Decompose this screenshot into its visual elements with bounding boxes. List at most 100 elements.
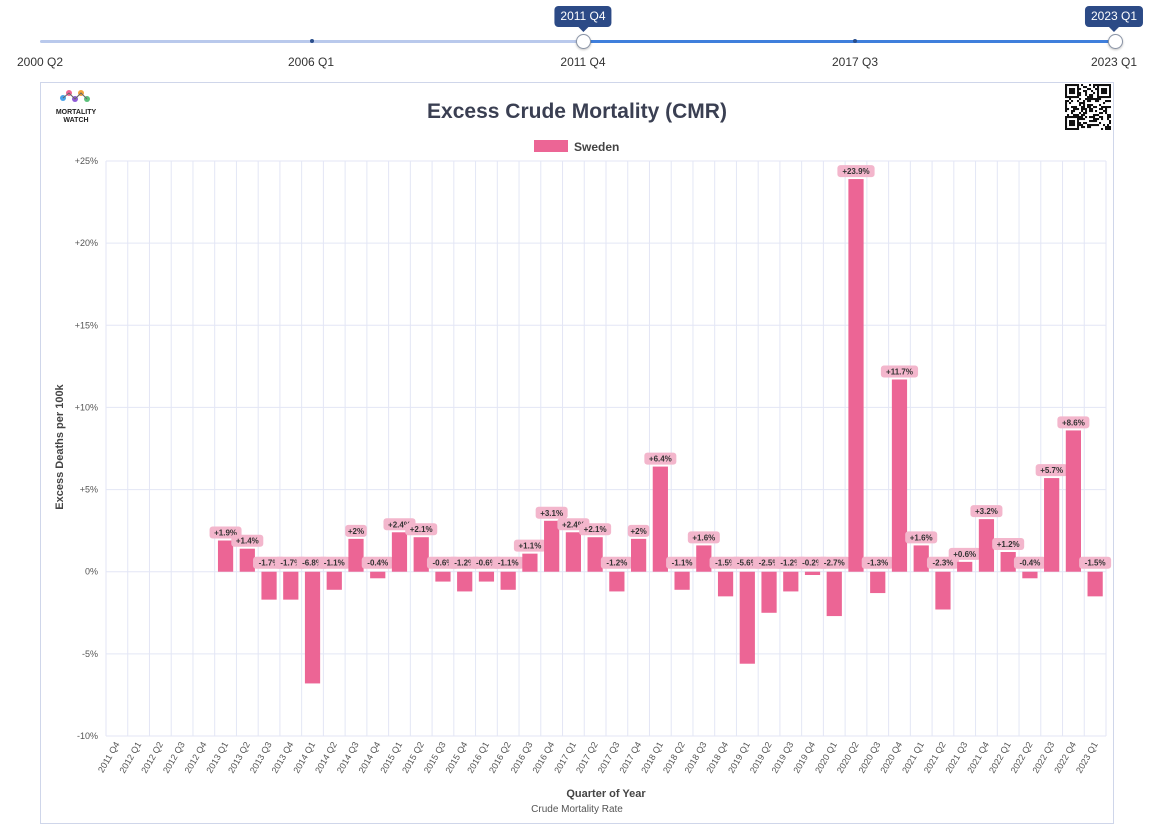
data-label-bg [231,534,264,547]
bar-sweden[interactable] [391,532,408,572]
data-label: +5.7% [1040,466,1063,475]
data-label-bg [1079,556,1112,569]
slider-tick [853,39,857,43]
bar-sweden[interactable] [587,537,603,572]
data-label: +6.4% [649,455,672,464]
slider-label: 2011 Q4 [560,55,606,69]
bar-sweden[interactable] [696,545,712,572]
data-label: +2.1% [410,525,433,534]
slider-handle-start-tooltip: 2011 Q4 [554,6,612,32]
data-label: -1.2% [780,559,801,568]
data-label-bg [600,556,633,569]
bar-sweden[interactable] [1087,571,1103,597]
bar-sweden[interactable] [457,571,473,592]
data-label: +0.6% [953,550,976,559]
bar-sweden[interactable] [609,571,625,592]
bar-sweden[interactable] [783,571,799,592]
bar-sweden[interactable] [500,571,516,590]
bar-sweden[interactable] [1044,478,1060,572]
data-label: +8.6% [1062,418,1085,427]
chart-footer: Crude Mortality Rate [531,804,623,815]
bar-sweden[interactable] [348,538,364,572]
data-label: -1.7% [259,559,280,568]
y-tick-label: +15% [75,320,98,330]
y-tick-label: +25% [75,156,98,166]
bar-sweden[interactable] [565,532,581,572]
bar-sweden[interactable] [217,540,234,572]
y-tick-label: 0% [85,567,98,577]
data-label: +1.6% [910,533,933,542]
slider-selected-range[interactable] [583,40,1115,43]
data-label: +3.1% [540,509,563,518]
bar-sweden[interactable] [522,553,538,572]
logo-mark-icon [60,90,90,102]
bar-sweden[interactable] [326,571,342,590]
data-label-bg [880,365,919,378]
bar-sweden[interactable] [761,571,777,613]
data-label-bg [1057,416,1090,429]
bar-sweden[interactable] [283,571,299,600]
data-label: -2.3% [933,559,954,568]
x-axis-title: Quarter of Year [566,788,646,800]
bar-sweden[interactable] [1065,430,1081,572]
legend-swatch [534,140,568,152]
y-tick-label: -10% [77,731,98,741]
y-tick-label: +5% [80,485,98,495]
bar-sweden[interactable] [674,571,690,590]
bar-sweden[interactable] [652,466,668,572]
bar-sweden[interactable] [478,571,495,582]
data-label: -1.1% [672,559,693,568]
slider-tick [310,39,314,43]
bar-sweden[interactable] [717,571,734,597]
data-label: -0.2% [802,559,823,568]
bar-sweden[interactable] [935,571,951,610]
data-label-bg [1013,556,1046,569]
bar-sweden[interactable] [413,537,429,572]
bar-sweden[interactable] [913,545,929,572]
chart-legend[interactable]: Sweden [534,140,619,154]
bar-sweden[interactable] [261,571,277,600]
data-label-bg [579,523,612,536]
data-label: -1.2% [454,559,475,568]
bar-sweden[interactable] [544,520,560,572]
bar-sweden[interactable] [1000,552,1016,572]
date-range-slider[interactable]: 2011 Q4 2023 Q1 2000 Q2 2006 Q1 2011 Q4 … [0,0,1160,78]
y-axis-title: Excess Deaths per 100k [54,383,66,509]
bar-sweden[interactable] [848,179,864,572]
bar-sweden[interactable] [870,571,886,594]
data-label: -5.6% [737,559,758,568]
data-label-bg [861,556,894,569]
bar-sweden[interactable] [304,571,321,684]
bar-sweden[interactable] [1022,571,1038,579]
bar-sweden[interactable] [435,571,451,582]
slider-handle-start[interactable] [576,34,591,49]
bar-sweden[interactable] [739,571,755,664]
data-label: -1.5% [1085,559,1106,568]
bar-sweden[interactable] [631,538,647,572]
data-label-bg [535,506,568,519]
bar-sweden[interactable] [957,561,973,572]
data-label-bg [361,556,394,569]
bar-sweden[interactable] [804,571,821,575]
bar-sweden[interactable] [978,519,995,572]
bar-sweden[interactable] [826,571,842,617]
slider-handle-end[interactable] [1108,34,1123,49]
mortality-watch-logo: MORTALITY WATCH [48,89,104,129]
bar-sweden[interactable] [891,379,908,572]
bar-sweden[interactable] [370,571,386,579]
data-label: +2.4% [562,520,585,529]
slider-label: 2023 Q1 [1090,55,1138,69]
qr-code-icon[interactable] [1065,84,1111,130]
chart-grid [105,160,1107,737]
data-label: +2.4% [388,520,411,529]
data-label: +2.1% [584,525,607,534]
data-label: -1.1% [324,559,345,568]
data-label: +11.7% [886,368,913,377]
y-tick-label: -5% [82,649,98,659]
data-label: +1.9% [214,529,237,538]
data-label: -0.4% [1019,559,1040,568]
data-label-bg [644,452,677,465]
data-label: -1.1% [498,559,519,568]
bar-sweden[interactable] [239,548,255,572]
